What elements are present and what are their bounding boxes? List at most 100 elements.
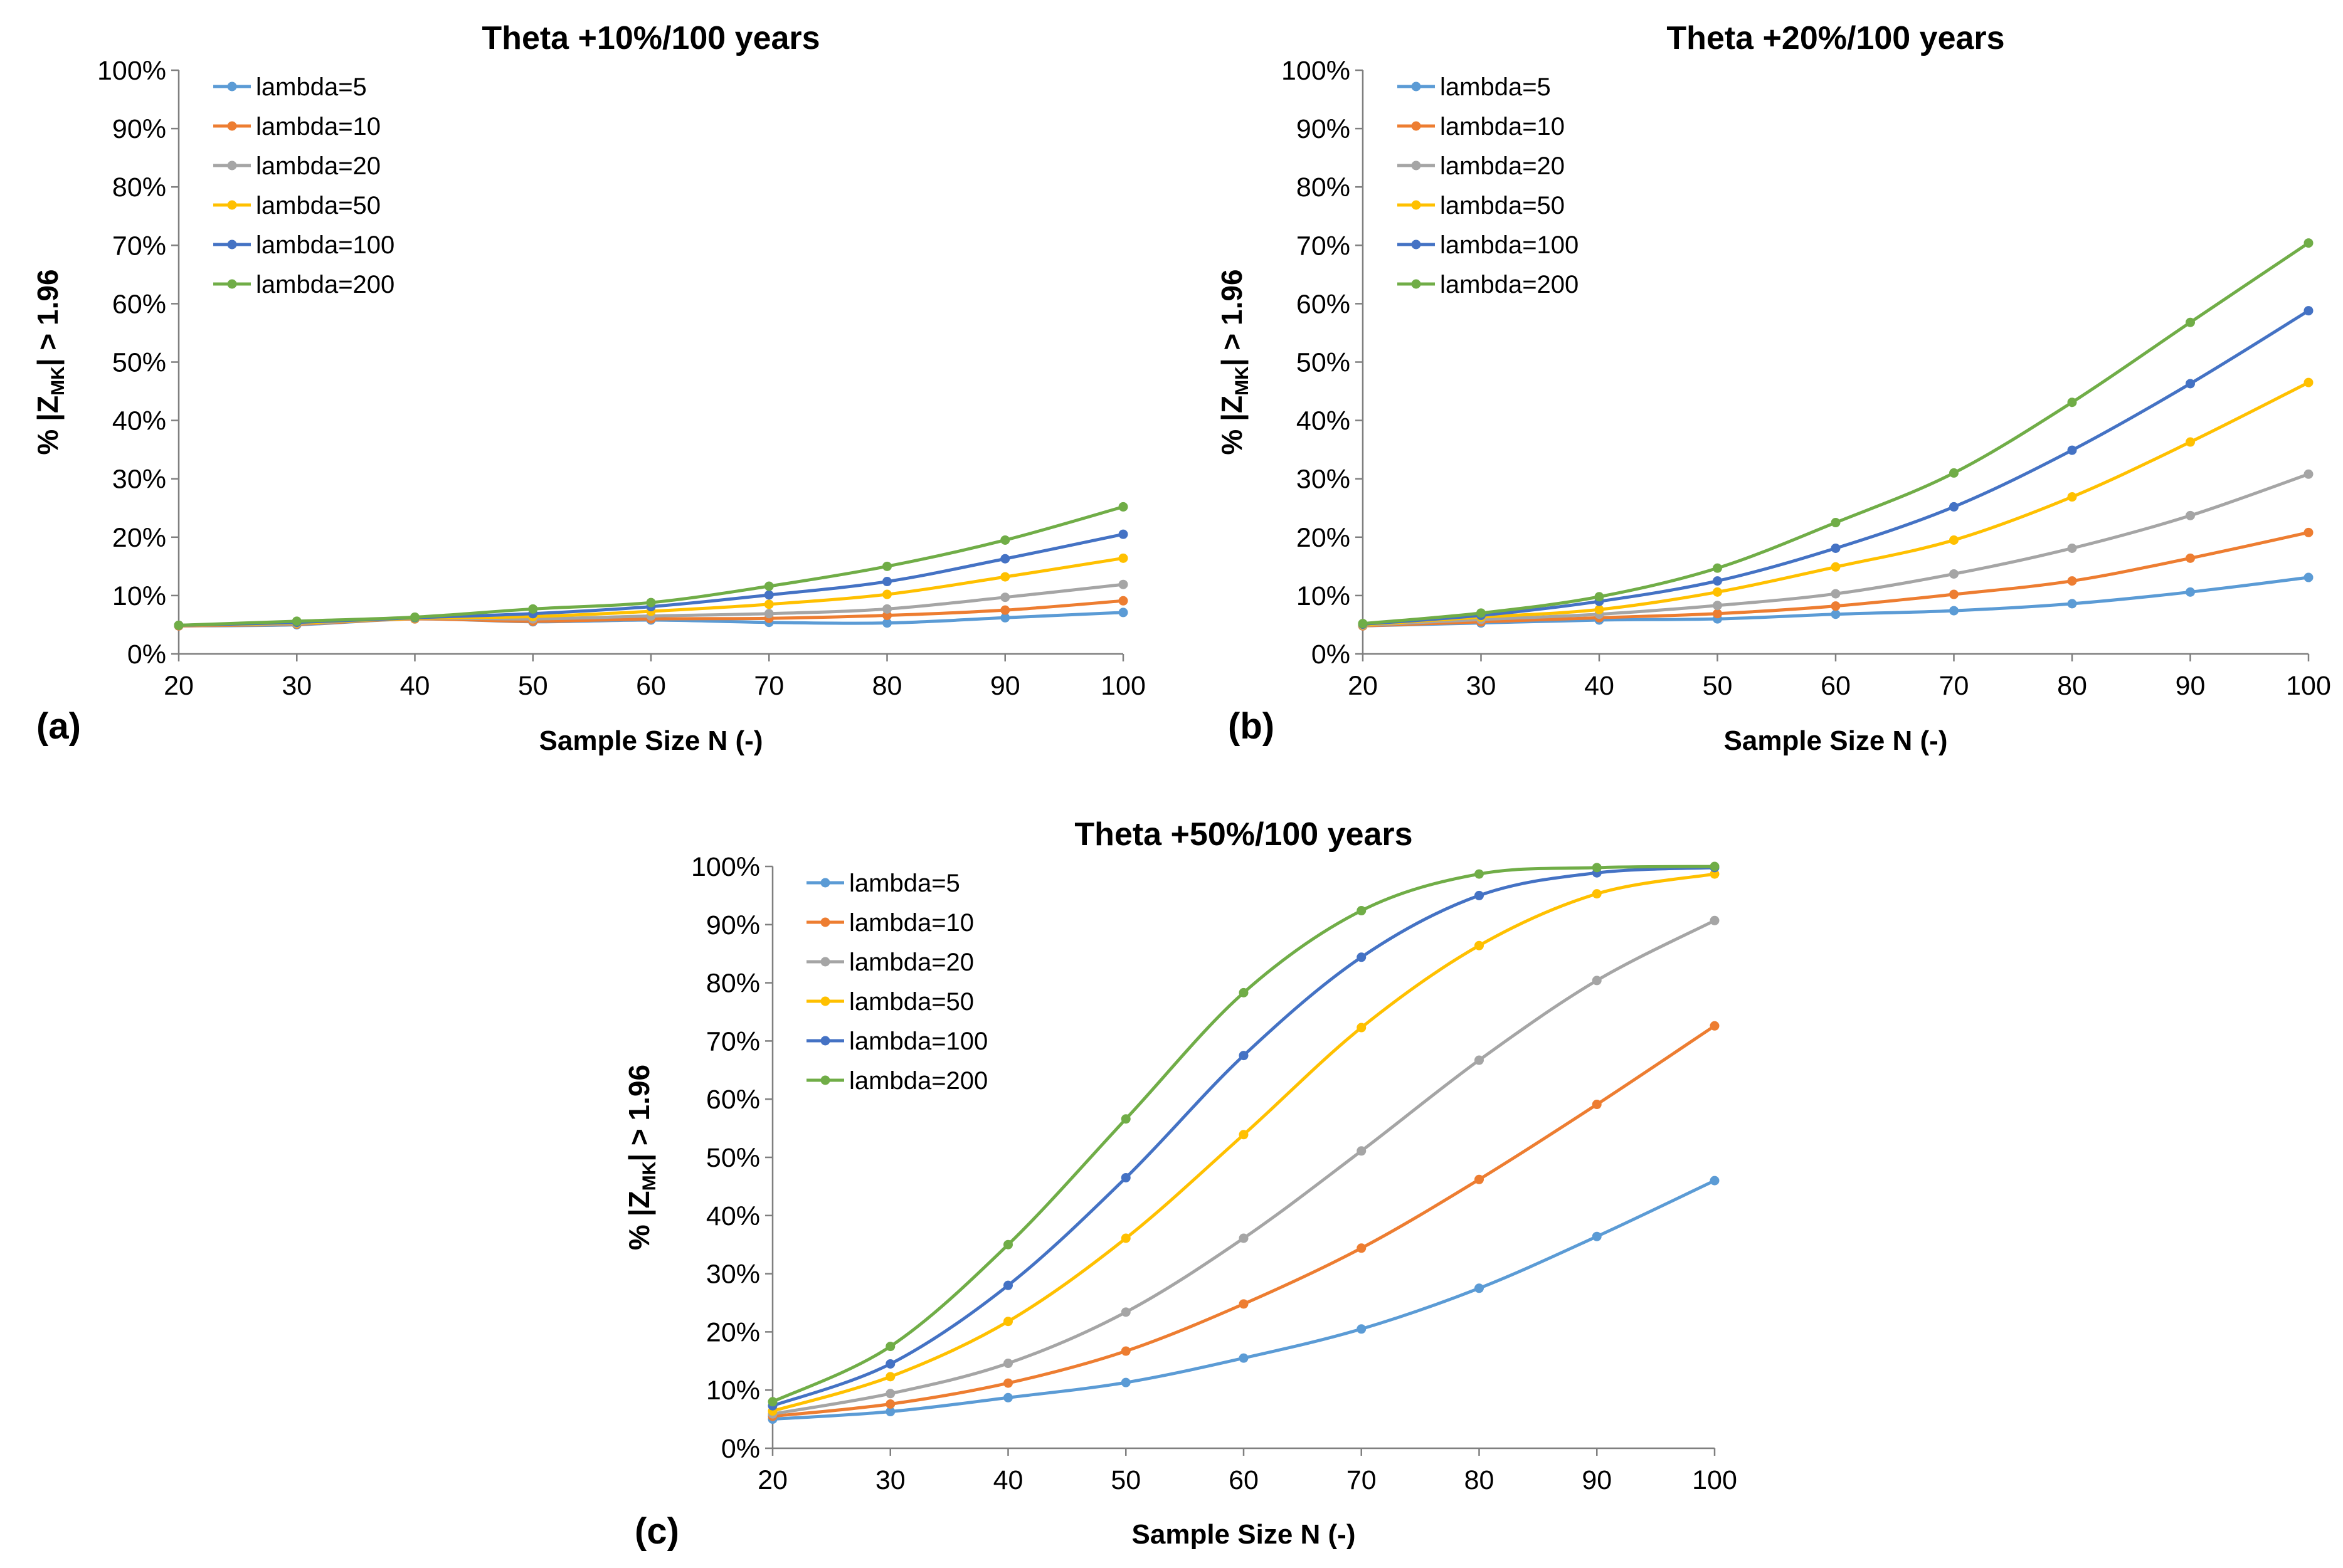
data-point xyxy=(1003,1317,1013,1327)
chart-panel-3: Theta +50%/100 years 0% 10% 20% 30% 40% 50% 60%… xyxy=(623,816,1737,1552)
data-point xyxy=(1239,987,1249,997)
series-lambda-20 xyxy=(768,915,1720,1419)
x-tick-label: 100 xyxy=(1101,671,1146,701)
x-tick-label: 90 xyxy=(1582,1465,1612,1495)
x-tick-label: 40 xyxy=(400,671,430,701)
y-tick-label: 90% xyxy=(112,114,166,144)
data-point xyxy=(2067,445,2077,455)
y-tick-label: 20% xyxy=(112,523,166,553)
data-point xyxy=(886,1342,896,1352)
data-point xyxy=(886,1407,896,1417)
data-point xyxy=(1357,1023,1367,1033)
data-point xyxy=(1357,1243,1367,1253)
y-tick-label: 100% xyxy=(97,56,166,86)
legend-swatch-marker xyxy=(227,160,237,171)
data-point xyxy=(1239,1233,1249,1243)
legend-swatch-marker xyxy=(820,1075,830,1085)
x-tick-label: 30 xyxy=(282,671,312,701)
x-tick-label: 20 xyxy=(758,1465,788,1495)
data-point xyxy=(1000,554,1010,564)
y-tick-label: 70% xyxy=(706,1026,760,1056)
legend: lambda=5 lambda=10 lambda=20 lambda=50 lambd… xyxy=(807,870,988,1095)
data-point xyxy=(886,1399,896,1409)
legend-label: lambda=200 xyxy=(256,271,394,298)
data-point xyxy=(882,618,892,628)
series-lambda-200 xyxy=(768,861,1720,1407)
data-point xyxy=(1118,529,1128,539)
data-point xyxy=(1474,1283,1484,1293)
y-tick-label: 30% xyxy=(1296,465,1350,495)
data-point xyxy=(2303,238,2314,248)
series-lambda-5 xyxy=(768,1176,1720,1424)
y-tick-label: 0% xyxy=(1311,639,1350,670)
y-tick-label: 10% xyxy=(112,581,166,611)
x-tick-label: 30 xyxy=(1466,671,1496,701)
data-point xyxy=(768,1397,778,1407)
chart-panel-2: Theta +20%/100 years 0% 10% 20% 30% 40% 50% 60%… xyxy=(1215,20,2331,756)
series-line xyxy=(772,1024,1716,1418)
legend: lambda=5 lambda=10 lambda=20 lambda=50 lambd… xyxy=(1397,73,1579,298)
data-point xyxy=(1474,869,1484,879)
data-point xyxy=(1121,1377,1131,1387)
x-tick-label: 60 xyxy=(1229,1465,1259,1495)
data-point xyxy=(764,609,774,619)
y-tick-label: 70% xyxy=(112,231,166,261)
data-point xyxy=(1831,543,1841,553)
y-tick-label: 30% xyxy=(706,1260,760,1290)
legend-label: lambda=20 xyxy=(256,152,381,180)
data-point xyxy=(1000,572,1010,582)
y-tick-label: 40% xyxy=(706,1201,760,1231)
legend: lambda=5 lambda=10 lambda=20 lambda=50 lambd… xyxy=(213,73,394,298)
y-tick-label: 30% xyxy=(112,465,166,495)
data-point xyxy=(2186,437,2195,447)
data-point xyxy=(1003,1378,1013,1388)
data-point xyxy=(2186,510,2195,520)
series-lambda-200 xyxy=(174,502,1128,630)
data-point xyxy=(2186,553,2195,563)
data-point xyxy=(1474,940,1484,950)
y-axis-label: % |ZMK| > 1.96 xyxy=(623,1065,660,1250)
y-tick-label: 80% xyxy=(706,969,760,999)
x-tick-label: 30 xyxy=(875,1465,906,1495)
data-point xyxy=(1003,1280,1013,1290)
data-point xyxy=(2067,492,2077,502)
legend-label: lambda=5 xyxy=(849,870,960,897)
data-point xyxy=(2303,306,2314,316)
data-point xyxy=(1710,1176,1720,1186)
data-point xyxy=(1710,915,1720,925)
x-tick-label: 40 xyxy=(1584,671,1614,701)
data-point xyxy=(1357,952,1367,962)
x-tick-label: 70 xyxy=(754,671,784,701)
y-tick-label: 90% xyxy=(1296,114,1350,144)
series-line xyxy=(771,865,1715,1404)
data-point xyxy=(1118,596,1128,606)
data-point xyxy=(764,590,774,600)
data-point xyxy=(1121,1346,1131,1356)
data-point xyxy=(1118,579,1128,589)
y-tick-label: 80% xyxy=(112,172,166,203)
data-point xyxy=(1949,569,1959,579)
series-line xyxy=(1362,241,2310,626)
x-tick-label: 50 xyxy=(518,671,548,701)
chart-title: Theta +10%/100 years xyxy=(482,20,820,56)
data-point xyxy=(1713,609,1722,619)
x-tick-label: 60 xyxy=(636,671,666,701)
y-tick-label: 60% xyxy=(706,1085,760,1115)
series-lambda-10 xyxy=(768,1021,1720,1421)
data-point xyxy=(1239,1051,1249,1061)
data-point xyxy=(2303,572,2314,582)
x-tick-label: 90 xyxy=(2176,671,2206,701)
x-axis-label: Sample Size N (-) xyxy=(1132,1519,1356,1550)
y-tick-label: 40% xyxy=(112,406,166,436)
data-point xyxy=(1121,1114,1131,1124)
x-tick-label: 100 xyxy=(2286,671,2331,701)
y-tick-label: 60% xyxy=(1296,289,1350,319)
data-point xyxy=(1121,1307,1131,1317)
data-point xyxy=(1239,1353,1249,1363)
x-tick-label: 90 xyxy=(990,671,1020,701)
y-tick-label: 0% xyxy=(721,1434,760,1464)
y-tick-label: 50% xyxy=(706,1143,760,1173)
data-point xyxy=(1118,553,1128,563)
panel-label: (a) xyxy=(36,706,81,747)
legend-label: lambda=100 xyxy=(1440,231,1579,259)
